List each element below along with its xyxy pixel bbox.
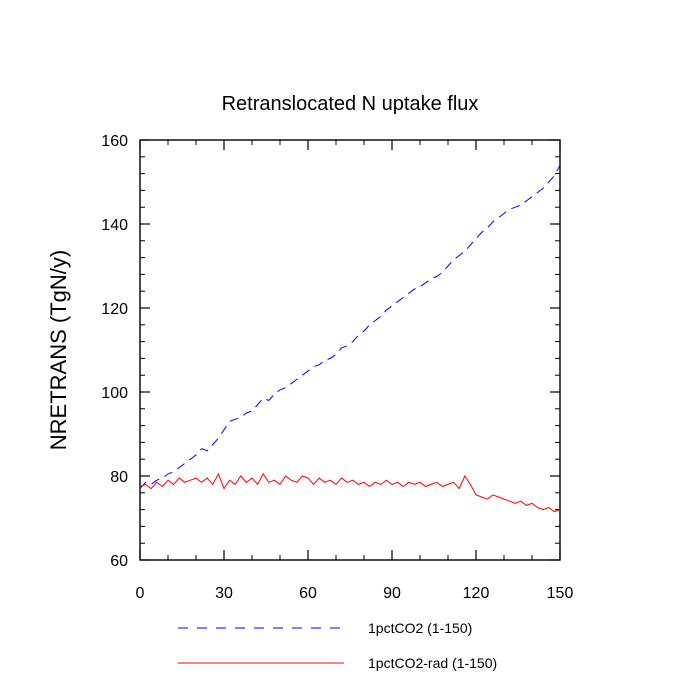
axis-tick-labels: 0 30 60 90 120 150 60 80 100 120 140 160 [101, 133, 573, 602]
y-tick-label: 60 [110, 553, 128, 570]
y-tick-label: 160 [101, 133, 128, 150]
axis-ticks [139, 139, 561, 561]
series-lines [139, 164, 561, 513]
plot-frame [139, 139, 561, 561]
y-tick-label: 140 [101, 217, 128, 234]
chart-title: Retranslocated N uptake flux [222, 93, 479, 115]
x-tick-label: 150 [547, 585, 574, 602]
legend: 1pctCO2 (1-150) 1pctCO2-rad (1-150) [178, 620, 497, 671]
y-tick-label: 80 [110, 469, 128, 486]
x-tick-label: 60 [299, 585, 317, 602]
x-tick-label: 0 [136, 585, 145, 602]
legend-label-2: 1pctCO2-rad (1-150) [368, 655, 497, 671]
y-axis-label: NRETRANS (TgN/y) [46, 250, 71, 450]
x-tick-label: 30 [215, 585, 233, 602]
x-tick-label: 120 [463, 585, 490, 602]
series-line-2 [139, 472, 561, 513]
y-tick-label: 120 [101, 301, 128, 318]
y-tick-label: 100 [101, 385, 128, 402]
legend-label-1: 1pctCO2 (1-150) [368, 620, 472, 636]
x-tick-label: 90 [383, 585, 401, 602]
series-line-1 [139, 164, 561, 489]
